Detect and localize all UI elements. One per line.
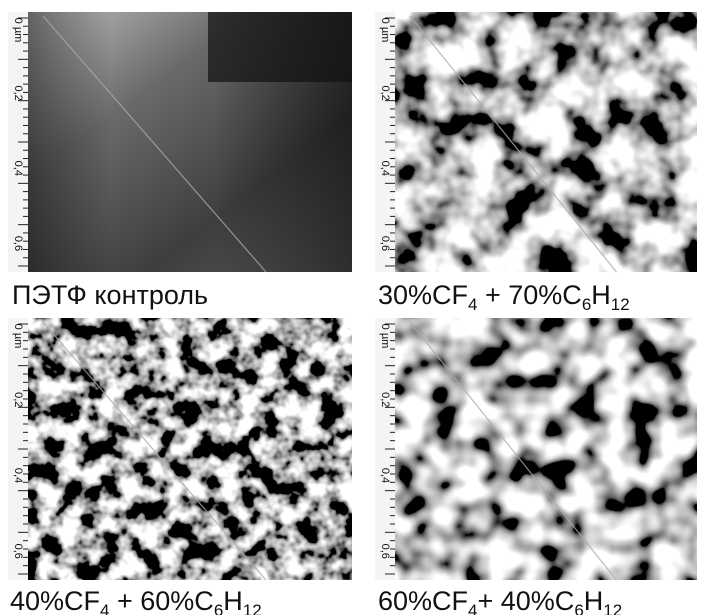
scale-label: 0 µm (379, 324, 391, 349)
scale-label: 0,2 (379, 86, 391, 101)
scale-label: 0,4 (379, 161, 391, 176)
afm-image (375, 12, 697, 272)
scale-label: 0,2 (12, 86, 24, 101)
scale-label: 0,6 (12, 236, 24, 251)
caption-subscript: 6 (582, 295, 591, 314)
caption: 60%CF4+ 40%C6H12 (378, 586, 622, 615)
caption-text: + 70%C (478, 280, 582, 310)
scale-label: 0,6 (12, 544, 24, 559)
scale-label: 0,6 (379, 236, 391, 251)
caption-subscript: 12 (243, 601, 262, 615)
scale-label: 0 µm (12, 324, 24, 349)
caption-text: H (591, 280, 611, 310)
caption-text: 40%CF (10, 586, 100, 615)
caption-subscript: 4 (468, 295, 477, 314)
scale-label: 0,4 (12, 468, 24, 483)
scale-label: 0,2 (12, 392, 24, 407)
afm-shade (208, 12, 352, 82)
caption-subscript: 12 (603, 601, 622, 615)
caption-text: H (584, 586, 604, 615)
afm-image (8, 318, 352, 580)
caption-subscript: 4 (100, 601, 109, 615)
caption-subscript: 12 (611, 295, 630, 314)
scale-label: 0 µm (12, 18, 24, 43)
caption-text: ПЭТФ контроль (12, 280, 208, 310)
caption-text: + 40%C (478, 586, 575, 615)
caption-subscript: 4 (468, 601, 477, 615)
scale-label: 0,4 (379, 468, 391, 483)
afm-image (375, 318, 697, 580)
figure: 0 µm 0,2 0,4 0,6 0 µm 0,2 0,4 0,6 0 µm 0,2 0,4 0,6 0… (0, 0, 706, 615)
caption: 40%CF4 + 60%C6H12 (10, 586, 262, 615)
caption: 30%CF4 + 70%C6H12 (378, 280, 630, 311)
caption-text: + 60%C (110, 586, 214, 615)
caption-text: H (223, 586, 243, 615)
caption-text: 30%CF (378, 280, 468, 310)
scale-label: 0,6 (379, 544, 391, 559)
caption-text: 60%CF (378, 586, 468, 615)
scale-label: 0 µm (379, 18, 391, 43)
caption-subscript: 6 (574, 601, 583, 615)
caption: ПЭТФ контроль (12, 280, 208, 311)
scale-label: 0,2 (379, 392, 391, 407)
scale-label: 0,4 (12, 161, 24, 176)
caption-subscript: 6 (214, 601, 223, 615)
